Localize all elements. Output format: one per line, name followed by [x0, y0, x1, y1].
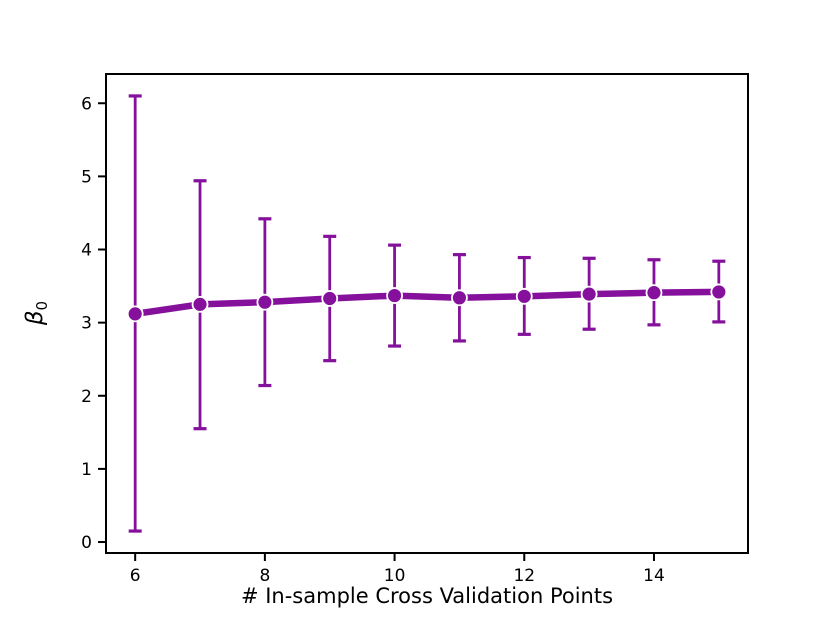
x-tick-label: 10 [384, 566, 406, 586]
data-line [131, 288, 723, 318]
data-point-marker [126, 305, 144, 323]
axes-frame [105, 73, 749, 554]
marker-layer [126, 283, 728, 323]
y-axis-label: β0 [22, 301, 51, 326]
y-tick-label: 4 [81, 241, 92, 261]
data-point-marker [191, 295, 209, 313]
data-point-marker [515, 287, 533, 305]
data-point-marker [386, 287, 403, 304]
y-tick-label: 2 [81, 387, 92, 407]
data-point-marker [256, 293, 274, 311]
data-point-marker [645, 284, 663, 302]
y-axis-label-subscript: 0 [33, 301, 51, 311]
data-point-marker [580, 285, 598, 303]
y-tick-label: 3 [81, 314, 92, 334]
x-tick-label: 6 [130, 566, 141, 586]
x-axis-label: # In-sample Cross Validation Points [241, 584, 613, 608]
y-tick-label: 1 [81, 460, 92, 480]
y-axis-label-base: β [22, 310, 48, 326]
y-tick-label: 0 [81, 533, 92, 553]
data-point-marker [321, 290, 339, 307]
x-tick-label: 14 [643, 566, 665, 586]
line-layer [131, 288, 723, 318]
y-tick-label: 5 [81, 167, 92, 187]
data-point-marker [451, 289, 468, 307]
x-tick-label: 12 [513, 566, 535, 586]
y-tick-label: 6 [81, 94, 92, 114]
errorbar-layer [128, 94, 726, 533]
data-point-marker [710, 283, 728, 301]
x-tick-label: 8 [259, 566, 270, 586]
